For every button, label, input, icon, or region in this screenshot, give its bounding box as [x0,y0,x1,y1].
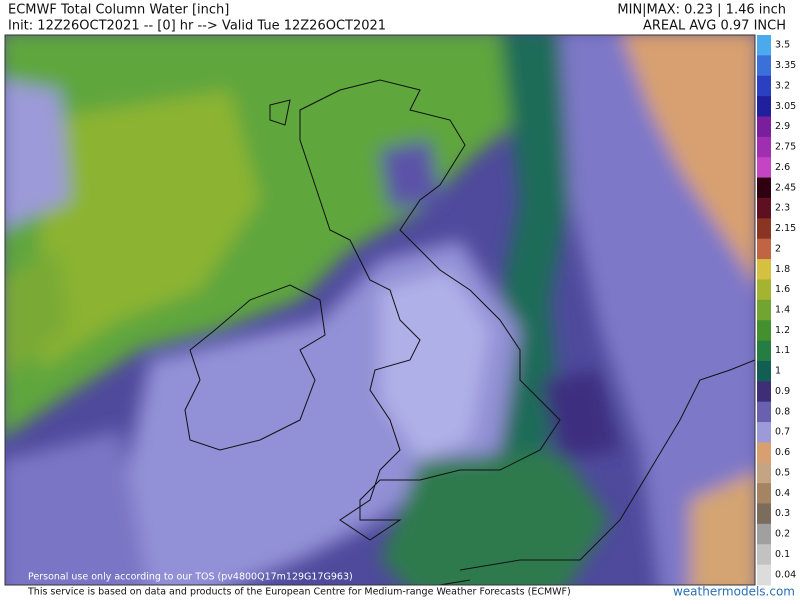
colorbar-label: 0.5 [775,467,790,478]
title: ECMWF Total Column Water [inch] [8,3,229,18]
colorbar-label: 0.9 [775,386,790,397]
colorbar-cell [757,299,771,321]
colorbar-label: 2.3 [775,203,790,214]
colorbar: 3.5 3.35 3.2 3.05 2.9 2.75 2.6 2.45 2.3 2.15 2 1.8 1… [757,35,796,586]
colorbar-label: 2.45 [775,182,796,193]
colorbar-cell [757,320,771,342]
colorbar-label: 2.15 [775,223,796,234]
colorbar-cell [757,157,771,179]
colorbar-cell [757,360,771,382]
colorbar-cell [757,279,771,301]
colorbar-label: 1.6 [775,284,790,295]
colorbar-cell [757,136,771,158]
map: Personal use only according to our TOS (… [5,35,755,585]
colorbar-cell [757,55,771,77]
colorbar-label: 0.7 [775,427,790,438]
areal-avg: AREAL AVG 0.97 INCH [643,19,786,34]
colorbar-cell [757,238,771,260]
watermark: Personal use only according to our TOS (… [28,572,353,583]
colorbar-cell [757,35,771,56]
colorbar-cell [757,116,771,138]
colorbar-cell [757,503,771,525]
colorbar-cell [757,75,771,97]
colorbar-label: 0.4 [775,488,790,499]
colorbar-label: 3.35 [775,60,796,71]
colorbar-cell [757,177,771,199]
init-time: Init: 12Z26OCT2021 -- [0] hr --> Valid T… [8,19,386,34]
colorbar-label: 1.4 [775,305,790,316]
colorbar-cell [757,422,771,443]
colorbar-cell [757,401,771,423]
credit: This service is based on data and produc… [27,587,571,598]
colorbar-cell [757,96,771,117]
colorbar-cell [757,218,771,240]
colorbar-cell [757,340,771,362]
map-frame [4,34,756,586]
colorbar-cell [757,483,771,505]
colorbar-label: 3.5 [775,40,790,51]
colorbar-cell [757,523,771,545]
site-link[interactable]: weathermodels.com [673,585,795,599]
colorbar-cell [757,462,771,484]
colorbar-cell [757,442,771,464]
colorbar-label: 1.1 [775,345,790,356]
colorbar-label: 0.8 [775,406,790,417]
colorbar-cell [757,259,771,280]
colorbar-label: 2 [775,243,781,254]
colorbar-label: 0.6 [775,447,790,458]
colorbar-label: 2.9 [775,121,790,132]
coastlines [184,79,755,585]
colorbar-label: 2.75 [775,142,796,153]
colorbar-label: 1 [775,366,781,377]
colorbar-cell [757,197,771,219]
colorbar-label: 0.2 [775,529,790,540]
colorbar-label: 0.1 [775,549,790,560]
colorbar-cell [757,381,771,403]
colorbar-label: 0.3 [775,508,790,519]
colorbar-label: 3.2 [775,80,790,91]
colorbar-label: 1.2 [775,325,790,336]
min-max: MIN|MAX: 0.23 | 1.46 inch [617,3,786,18]
colorbar-label: 0.04 [775,569,796,580]
colorbar-label: 1.8 [775,264,790,275]
colorbar-label: 3.05 [775,101,796,112]
colorbar-label: 2.6 [775,162,790,173]
colorbar-cell [757,544,771,566]
colorbar-cell [757,564,771,586]
